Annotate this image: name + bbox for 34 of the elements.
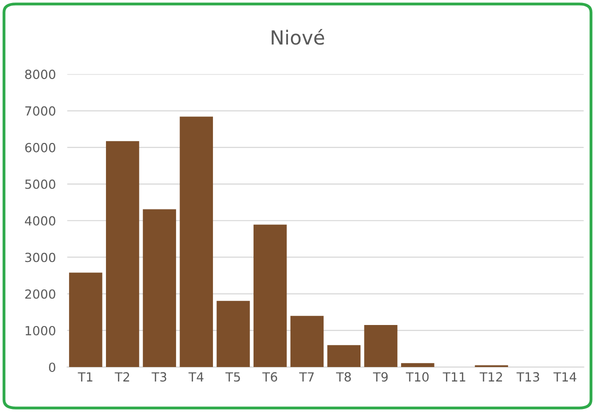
y-tick-label: 2000 — [25, 289, 56, 299]
x-tick-label: T3 — [152, 372, 166, 382]
y-tick-label: 5000 — [25, 179, 56, 189]
y-tick-label: 8000 — [25, 70, 56, 80]
y-tick-label: 3000 — [25, 252, 56, 262]
x-tick-label: T9 — [372, 372, 388, 382]
bar — [327, 345, 361, 368]
bar — [364, 324, 398, 368]
y-tick-label: 6000 — [25, 142, 56, 152]
bar — [290, 316, 324, 368]
y-tick-label: 7000 — [25, 106, 56, 116]
x-tick-label: T8 — [336, 372, 351, 382]
bar — [216, 300, 250, 368]
x-tick-label: T4 — [188, 372, 204, 382]
bar — [180, 116, 213, 368]
y-tick-label: 4000 — [24, 216, 56, 226]
bar — [142, 209, 176, 368]
x-tick-label: T11 — [442, 372, 466, 382]
x-tick-label: T2 — [114, 372, 130, 382]
x-tick-label: T5 — [225, 372, 240, 382]
x-tick-label: T6 — [262, 372, 278, 382]
bar — [106, 141, 140, 368]
x-tick-label: T10 — [406, 372, 429, 382]
x-tick-label: T1 — [78, 372, 92, 382]
bar — [401, 363, 434, 368]
bar — [254, 224, 287, 368]
y-tick-label: 1000 — [26, 326, 56, 336]
x-tick-label: T12 — [480, 372, 502, 382]
chart-title: Niové — [272, 28, 324, 45]
bar — [69, 272, 102, 368]
x-tick-label: T13 — [516, 372, 540, 382]
x-tick-label: T14 — [553, 372, 576, 382]
y-tick-label: 0 — [48, 362, 56, 372]
x-tick-label: T7 — [299, 372, 314, 382]
